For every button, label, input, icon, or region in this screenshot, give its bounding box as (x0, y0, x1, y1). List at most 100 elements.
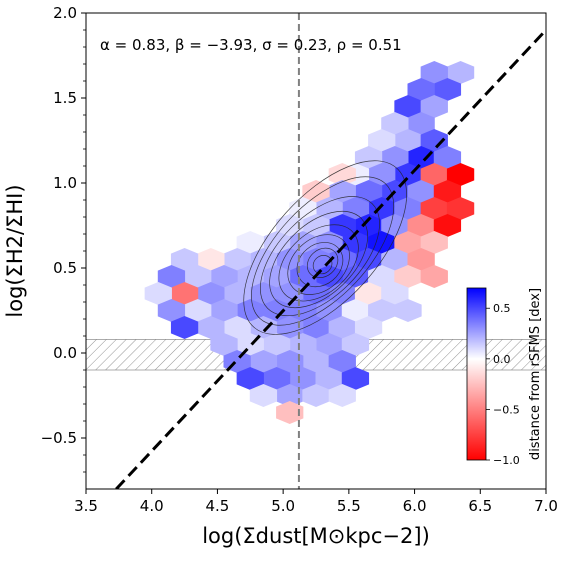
hexbin-cell (157, 298, 186, 323)
y-axis-title: log(ΣH2/ΣHI) (3, 184, 27, 317)
hexbin-cell (394, 94, 422, 119)
hexbin-cell (249, 247, 278, 272)
hexbin-cell (289, 196, 317, 221)
contour-line (243, 160, 408, 335)
hexbin-cell (249, 383, 278, 408)
hexbin-cell (341, 196, 370, 221)
hexbin-cell (302, 315, 330, 340)
hexbin-cell (302, 281, 330, 306)
hexbin-cell (328, 281, 356, 306)
hexbin-cell (354, 281, 383, 306)
hexbin-cell (289, 332, 317, 357)
hexbin-cell (170, 247, 199, 272)
hexbin-cell (315, 332, 343, 357)
hexbin-cell (276, 349, 304, 374)
hexbin-cell (381, 247, 409, 272)
colorbar: 0.5 0.0 −0.5 −1.0 distance from rSFMS [dex] (466, 287, 543, 467)
hexbin-cell (407, 247, 435, 272)
hexbin-cell (302, 247, 330, 272)
plot-area (86, 13, 546, 489)
hexbin-cell (249, 281, 278, 306)
hexbin-cell (394, 128, 422, 153)
hexbin-cell (407, 213, 435, 238)
y-tick-label: 2.0 (53, 4, 77, 22)
hexbin-cell (394, 196, 422, 221)
hexbin-cell (276, 315, 304, 340)
hexbin-cell (315, 196, 343, 221)
hexbin-cell (407, 179, 435, 204)
x-tick-label: 6.0 (403, 497, 427, 515)
hexbin-cell (368, 128, 396, 153)
hexbin-cell (407, 77, 435, 102)
hexbin-cell (302, 383, 330, 408)
hexbin-cell (368, 264, 396, 289)
hexbin-cell (433, 77, 462, 102)
y-tick-label: 0.5 (53, 259, 77, 277)
hexbin-layer (144, 60, 475, 425)
hexbin-cell (354, 213, 383, 238)
hexbin-cell (170, 315, 199, 340)
hexbin-cell (249, 315, 278, 340)
y-axis: −0.5 0.0 0.5 1.0 1.5 2.0 (41, 4, 86, 473)
x-tick-label: 4.0 (140, 497, 164, 515)
hexbin-cell (420, 60, 448, 85)
hexbin-cell (328, 162, 356, 187)
hexbin-cell (184, 264, 212, 289)
hexbin-cell (328, 179, 356, 204)
hexbin-cell (236, 230, 264, 255)
hexbin-cell (381, 111, 409, 136)
hexbin-cell (328, 315, 356, 340)
contour-line (287, 234, 350, 295)
hexbin-cell (276, 281, 304, 306)
colorbar-ticks: 0.5 0.0 −0.5 −1.0 (486, 302, 520, 467)
hexbin-cell (354, 315, 383, 340)
hexbin-cell (341, 264, 370, 289)
colorbar-tick-label: 0.5 (493, 302, 511, 315)
hexbin-cell (420, 196, 448, 221)
y-tick-label: −0.5 (41, 429, 77, 447)
y-tick-label: 1.0 (53, 174, 77, 192)
fit-annotation: α = 0.83, β = −3.93, σ = 0.23, ρ = 0.51 (100, 36, 402, 54)
y-tick-label: 1.5 (53, 89, 77, 107)
hexbin-cell (276, 213, 304, 238)
x-tick-label: 5.5 (337, 497, 361, 515)
hexbin-cell (223, 315, 251, 340)
x-tick-label: 3.5 (74, 497, 98, 515)
hexbin-cell (184, 298, 212, 323)
x-tick-label: 4.5 (205, 497, 229, 515)
hexbin-cell (170, 281, 199, 306)
fit-line (115, 28, 546, 489)
hexbin-cell (157, 264, 186, 289)
hexbin-cell (289, 366, 317, 391)
hexbin-cell (420, 264, 448, 289)
hexbin-cell (302, 349, 330, 374)
hexbin-cell (341, 298, 370, 323)
x-axis-title: log(Σdust[M⊙kpc−2]) (202, 524, 430, 548)
hexbin-cell (368, 162, 396, 187)
hexbin-cell (276, 247, 304, 272)
hexbin-cell (446, 60, 475, 85)
colorbar-label: distance from rSFMS [dex] (528, 288, 543, 460)
hexbin-cell (407, 111, 435, 136)
y-tick-label: 0.0 (53, 344, 77, 362)
contour-line (259, 196, 380, 317)
hexbin-cell (446, 162, 475, 187)
colorbar-tick-label: −0.5 (493, 403, 520, 416)
hexbin-cell (446, 196, 475, 221)
hexbin-cell (315, 264, 343, 289)
contour-line (312, 255, 333, 275)
hexbin-cell (236, 298, 264, 323)
hexbin-cell (223, 247, 251, 272)
hexbin-cell (381, 213, 409, 238)
hexbin-cell (210, 332, 238, 357)
hexbin-cell (394, 298, 422, 323)
hexbin-cell (262, 366, 291, 391)
hexbin-cell (394, 230, 422, 255)
hexbin-cell (368, 298, 396, 323)
x-tick-label: 7.0 (534, 497, 558, 515)
x-axis: 3.5 4.0 4.5 5.0 5.5 6.0 6.5 7.0 (74, 489, 558, 515)
contour-line (306, 247, 339, 279)
hexbin-cell (381, 281, 409, 306)
colorbar-tick-label: 0.0 (493, 353, 511, 366)
